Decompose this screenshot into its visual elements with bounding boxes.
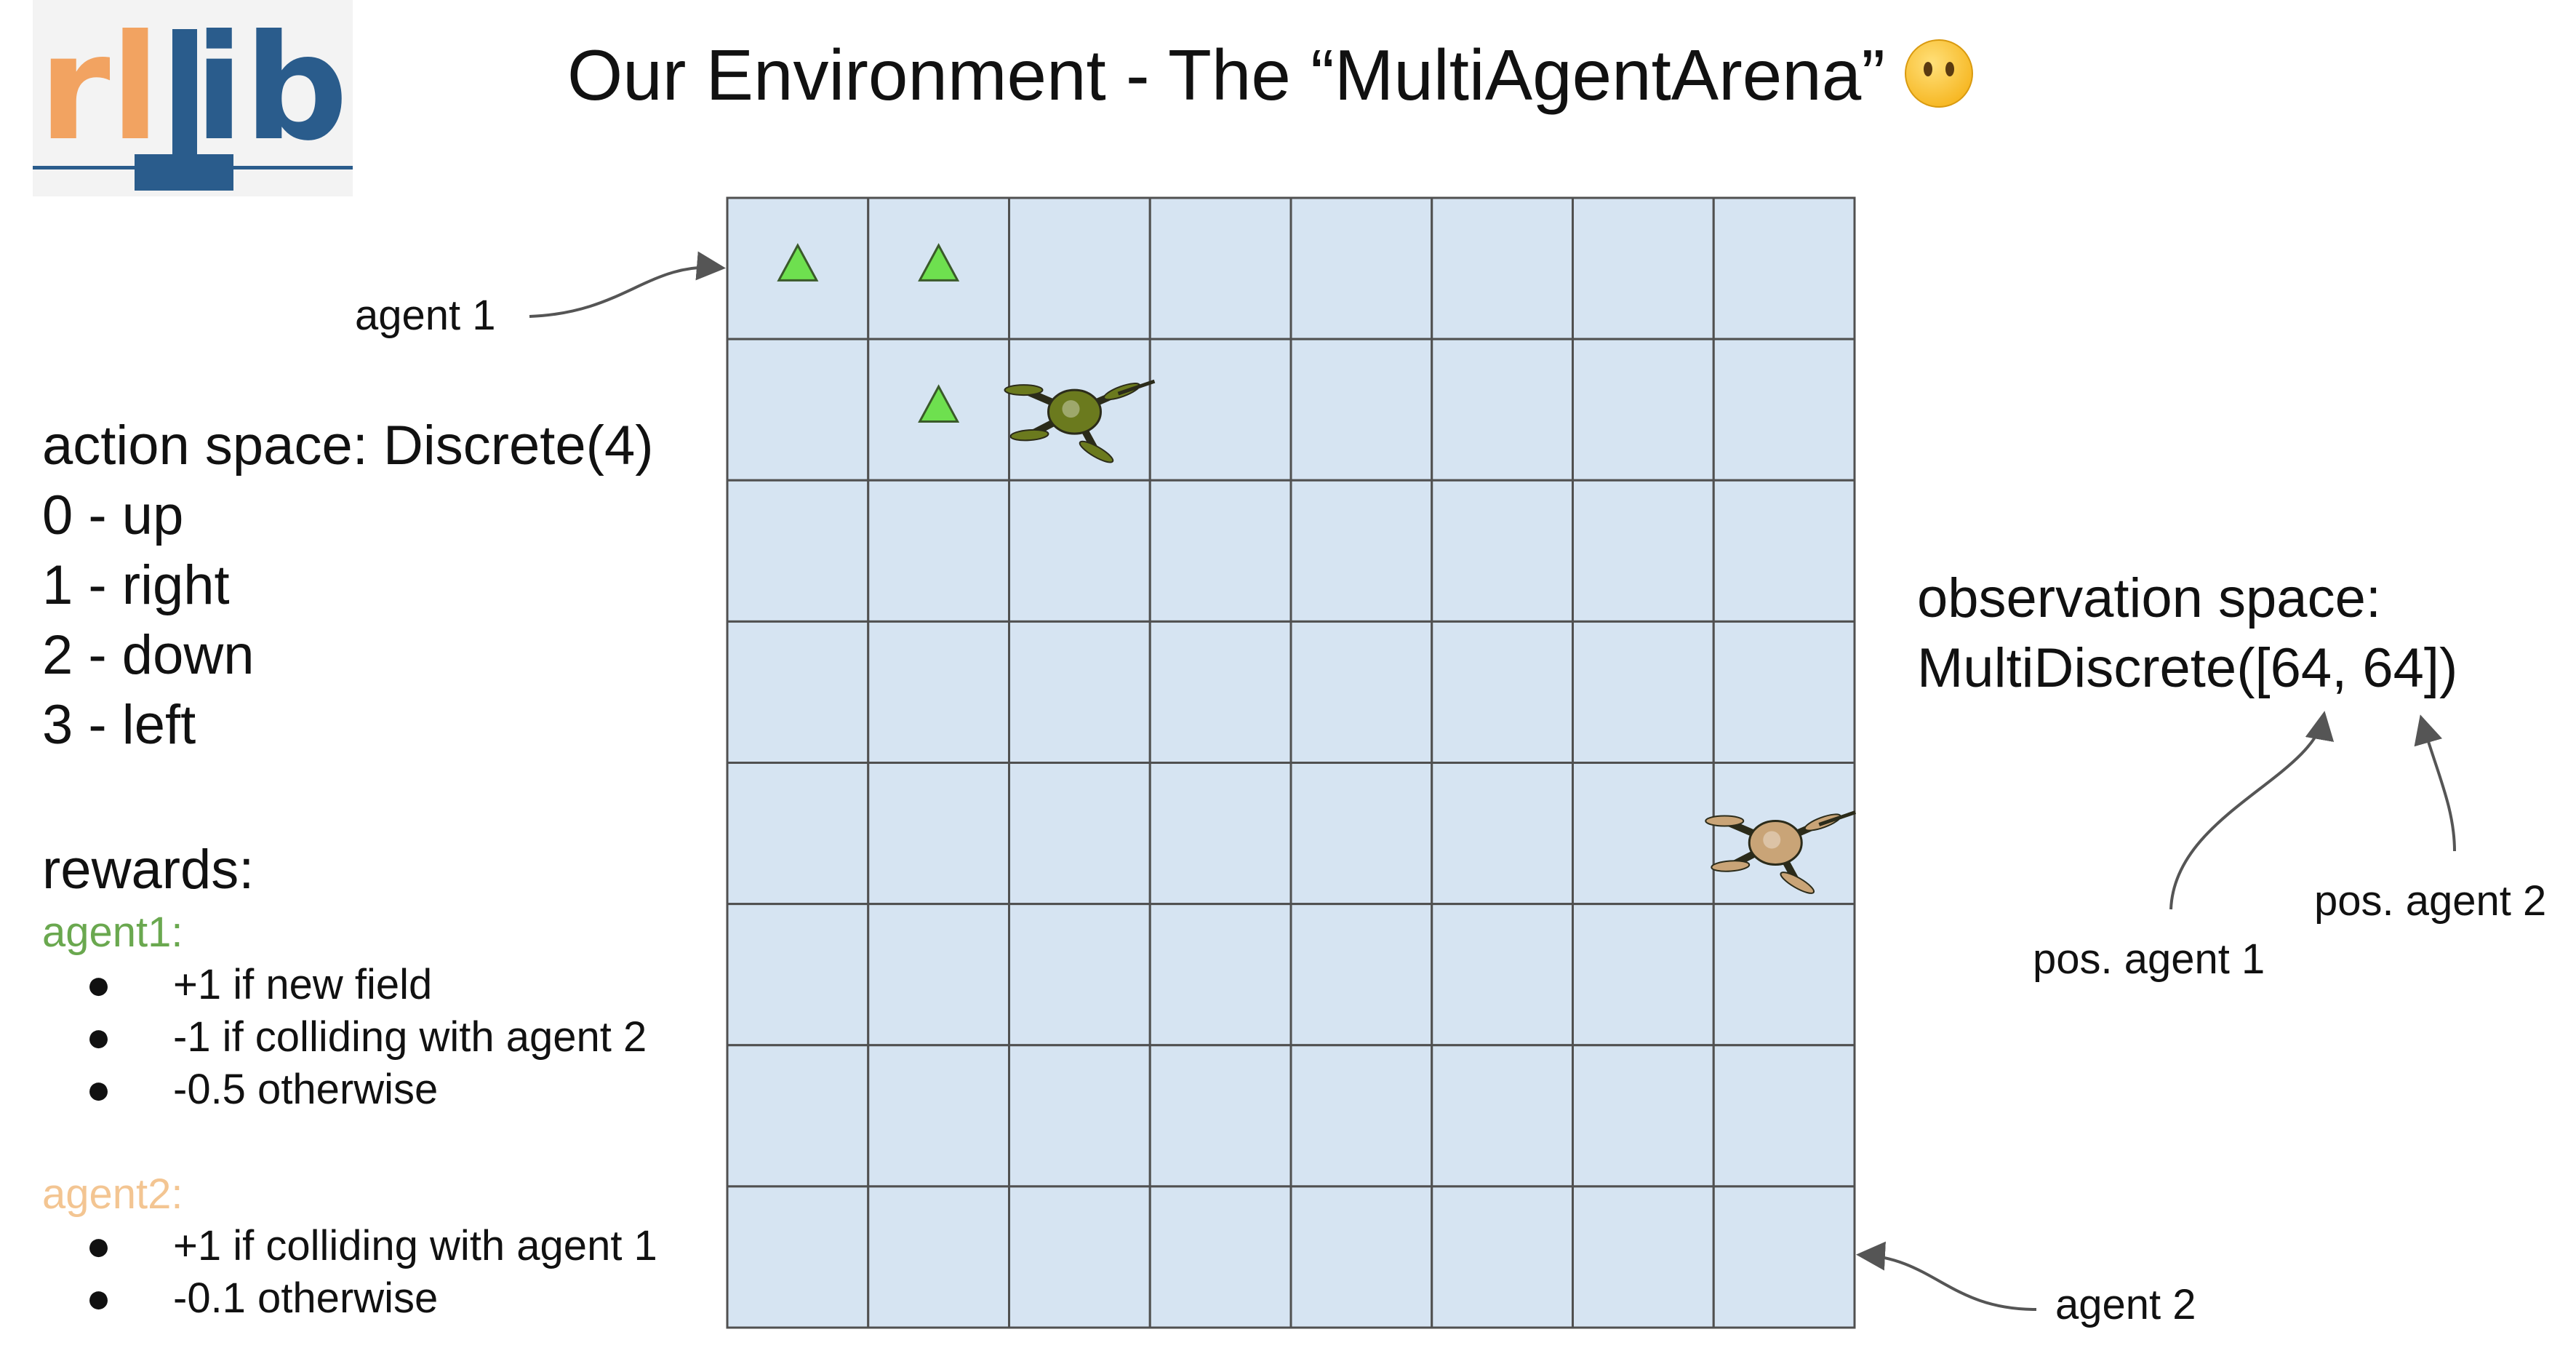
- grid-cell: [1008, 479, 1151, 623]
- bullet-icon: ●: [86, 1275, 112, 1322]
- grid-cell: [726, 903, 870, 1047]
- agent2-rewards-list: ● +1 if colliding with agent 1 ● -0.1 othe…: [42, 1220, 657, 1325]
- bullet-icon: ●: [86, 961, 112, 1008]
- bullet-icon: ●: [86, 1066, 112, 1113]
- action-space-block: action space: Discrete(4) 0 - up 1 - rig…: [42, 411, 654, 760]
- agent2-label: agent 2: [2055, 1281, 2196, 1328]
- grid-cell: [1431, 903, 1574, 1047]
- grid-cell: [1289, 196, 1433, 340]
- grid-cell: [1431, 1185, 1574, 1329]
- grid-cell: [726, 1185, 870, 1329]
- grid-cell: [1712, 1185, 1856, 1329]
- grid-cell: [726, 1044, 870, 1188]
- grid-cell: [1148, 762, 1292, 906]
- grid-cell: [1289, 338, 1433, 482]
- grid-cell: [867, 479, 1010, 623]
- grid-cell: [867, 620, 1010, 764]
- agent2-rewards-title: agent2:: [42, 1170, 183, 1218]
- visited-triangle-icon: [918, 243, 960, 282]
- observation-space-title: observation space:: [1917, 567, 2381, 629]
- grid-cell: [1572, 1185, 1715, 1329]
- visited-triangle-icon: [918, 384, 960, 423]
- agent2-drone-icon: [1705, 810, 1856, 894]
- grid-cell: [1572, 903, 1715, 1047]
- grid-cell: [1148, 1185, 1292, 1329]
- grid-cell: [1289, 1044, 1433, 1188]
- reward-text: -1 if colliding with agent 2: [173, 1013, 647, 1061]
- action-item: 3 - left: [42, 694, 196, 756]
- agent1-label: agent 1: [355, 292, 496, 339]
- grid-cell: [867, 903, 1010, 1047]
- action-space-title: action space: Discrete(4): [42, 415, 654, 476]
- grid-cell: [1431, 1044, 1574, 1188]
- grid-cell: [1148, 196, 1292, 340]
- rewards-title: rewards:: [42, 839, 255, 901]
- slide-title: Our Environment - The “MultiAgentArena”: [567, 28, 1974, 131]
- grid-cell: [1712, 479, 1856, 623]
- grid-cell: [726, 762, 870, 906]
- grid-cell: [726, 479, 870, 623]
- grid-cell: [1008, 903, 1151, 1047]
- svg-text:rl: rl: [39, 4, 160, 173]
- bullet-icon: ●: [86, 1222, 112, 1269]
- reward-text: -0.1 otherwise: [173, 1275, 439, 1322]
- reward-item: ● +1 if new field: [42, 959, 647, 1011]
- grid-cell: [1712, 338, 1856, 482]
- pos-agent2-label: pos. agent 2: [2314, 877, 2547, 925]
- pos-agent2-arrow: [2414, 714, 2456, 852]
- grid-cell: [1148, 903, 1292, 1047]
- grid-cell: [1148, 338, 1292, 482]
- agent1-drone-icon: [1004, 379, 1156, 463]
- reward-item: ● -1 if colliding with agent 2: [42, 1011, 647, 1064]
- reward-item: ● -0.1 otherwise: [42, 1272, 657, 1325]
- grid-cell: [867, 1185, 1010, 1329]
- reward-item: ● +1 if colliding with agent 1: [42, 1220, 657, 1272]
- reward-item: ● -0.5 otherwise: [42, 1064, 647, 1116]
- face-without-mouth-emoji-icon: [1904, 36, 1974, 131]
- agent1-rewards-title: agent1:: [42, 909, 183, 956]
- grid-cell: [1148, 479, 1292, 623]
- grid-cell: [1431, 620, 1574, 764]
- agent1-arrow: [529, 251, 726, 318]
- grid-cell: [867, 762, 1010, 906]
- arena-grid: [726, 196, 1856, 1329]
- grid-cell: [1008, 1185, 1151, 1329]
- action-item: 2 - down: [42, 624, 255, 686]
- grid-cell: [1289, 1185, 1433, 1329]
- grid-cell: [1289, 479, 1433, 623]
- bullet-icon: ●: [86, 1013, 112, 1061]
- grid-cell: [726, 338, 870, 482]
- grid-cell: [1289, 903, 1433, 1047]
- grid-cell: [1572, 338, 1715, 482]
- visited-triangle-icon: [777, 243, 819, 282]
- grid-cell: [1712, 196, 1856, 340]
- action-item: 0 - up: [42, 484, 184, 546]
- reward-text: +1 if colliding with agent 1: [173, 1222, 657, 1269]
- grid-cell: [1431, 762, 1574, 906]
- grid-cell: [867, 1044, 1010, 1188]
- grid-cell: [1572, 196, 1715, 340]
- grid-cell: [726, 620, 870, 764]
- observation-space-block: observation space: MultiDiscrete([64, 64…: [1917, 564, 2457, 703]
- grid-cell: [1008, 196, 1151, 340]
- slide-title-text: Our Environment - The “MultiAgentArena”: [567, 35, 1885, 115]
- pos-agent1-arrow: [2169, 711, 2335, 910]
- svg-text:ib: ib: [194, 4, 348, 173]
- action-item: 1 - right: [42, 554, 230, 616]
- agent1-rewards-list: ● +1 if new field ● -1 if colliding with a…: [42, 959, 647, 1116]
- pos-agent1-label: pos. agent 1: [2033, 936, 2265, 983]
- rllib-logo: rl ib: [33, 0, 353, 196]
- reward-text: -0.5 otherwise: [173, 1066, 439, 1113]
- grid-cell: [1572, 1044, 1715, 1188]
- grid-cell: [1572, 762, 1715, 906]
- reward-text: +1 if new field: [173, 961, 433, 1008]
- agent2-arrow: [1856, 1241, 2037, 1311]
- observation-space-value: MultiDiscrete([64, 64]): [1917, 637, 2458, 699]
- grid-cell: [1008, 1044, 1151, 1188]
- grid-cell: [1572, 620, 1715, 764]
- grid-cell: [1431, 338, 1574, 482]
